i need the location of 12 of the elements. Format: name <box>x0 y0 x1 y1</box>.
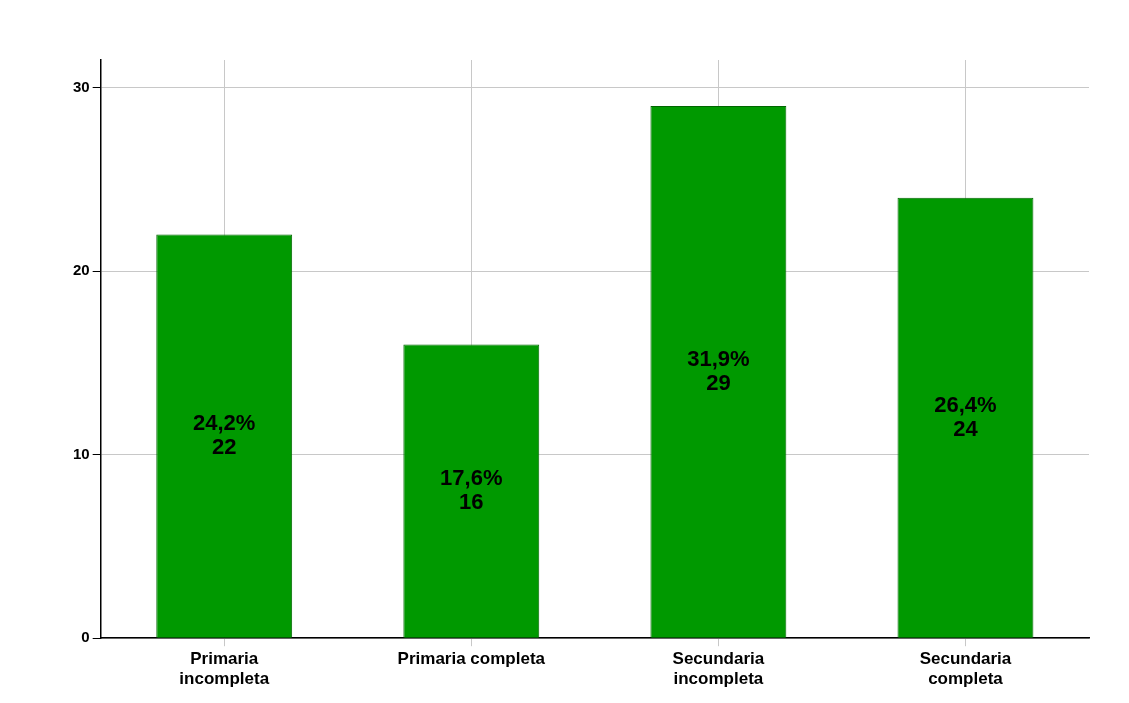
data-label: 17,6% 16 <box>440 465 503 515</box>
data-label: 26,4% 24 <box>934 391 997 441</box>
x-tick-label: Secundaria completa <box>919 649 1012 689</box>
y-tick-label: 30 <box>73 77 90 95</box>
y-tick-label: 0 <box>81 628 90 646</box>
data-label: 24,2% 22 <box>193 410 256 460</box>
x-tick-label: Primaria incompleta <box>179 649 270 689</box>
y-tick-label: 10 <box>73 444 90 462</box>
data-label: 31,9% 29 <box>687 345 750 395</box>
y-tick-label: 20 <box>73 261 90 279</box>
x-tick-label: Primaria completa <box>397 649 546 669</box>
x-tick-label: Secundaria incompleta <box>672 649 765 689</box>
